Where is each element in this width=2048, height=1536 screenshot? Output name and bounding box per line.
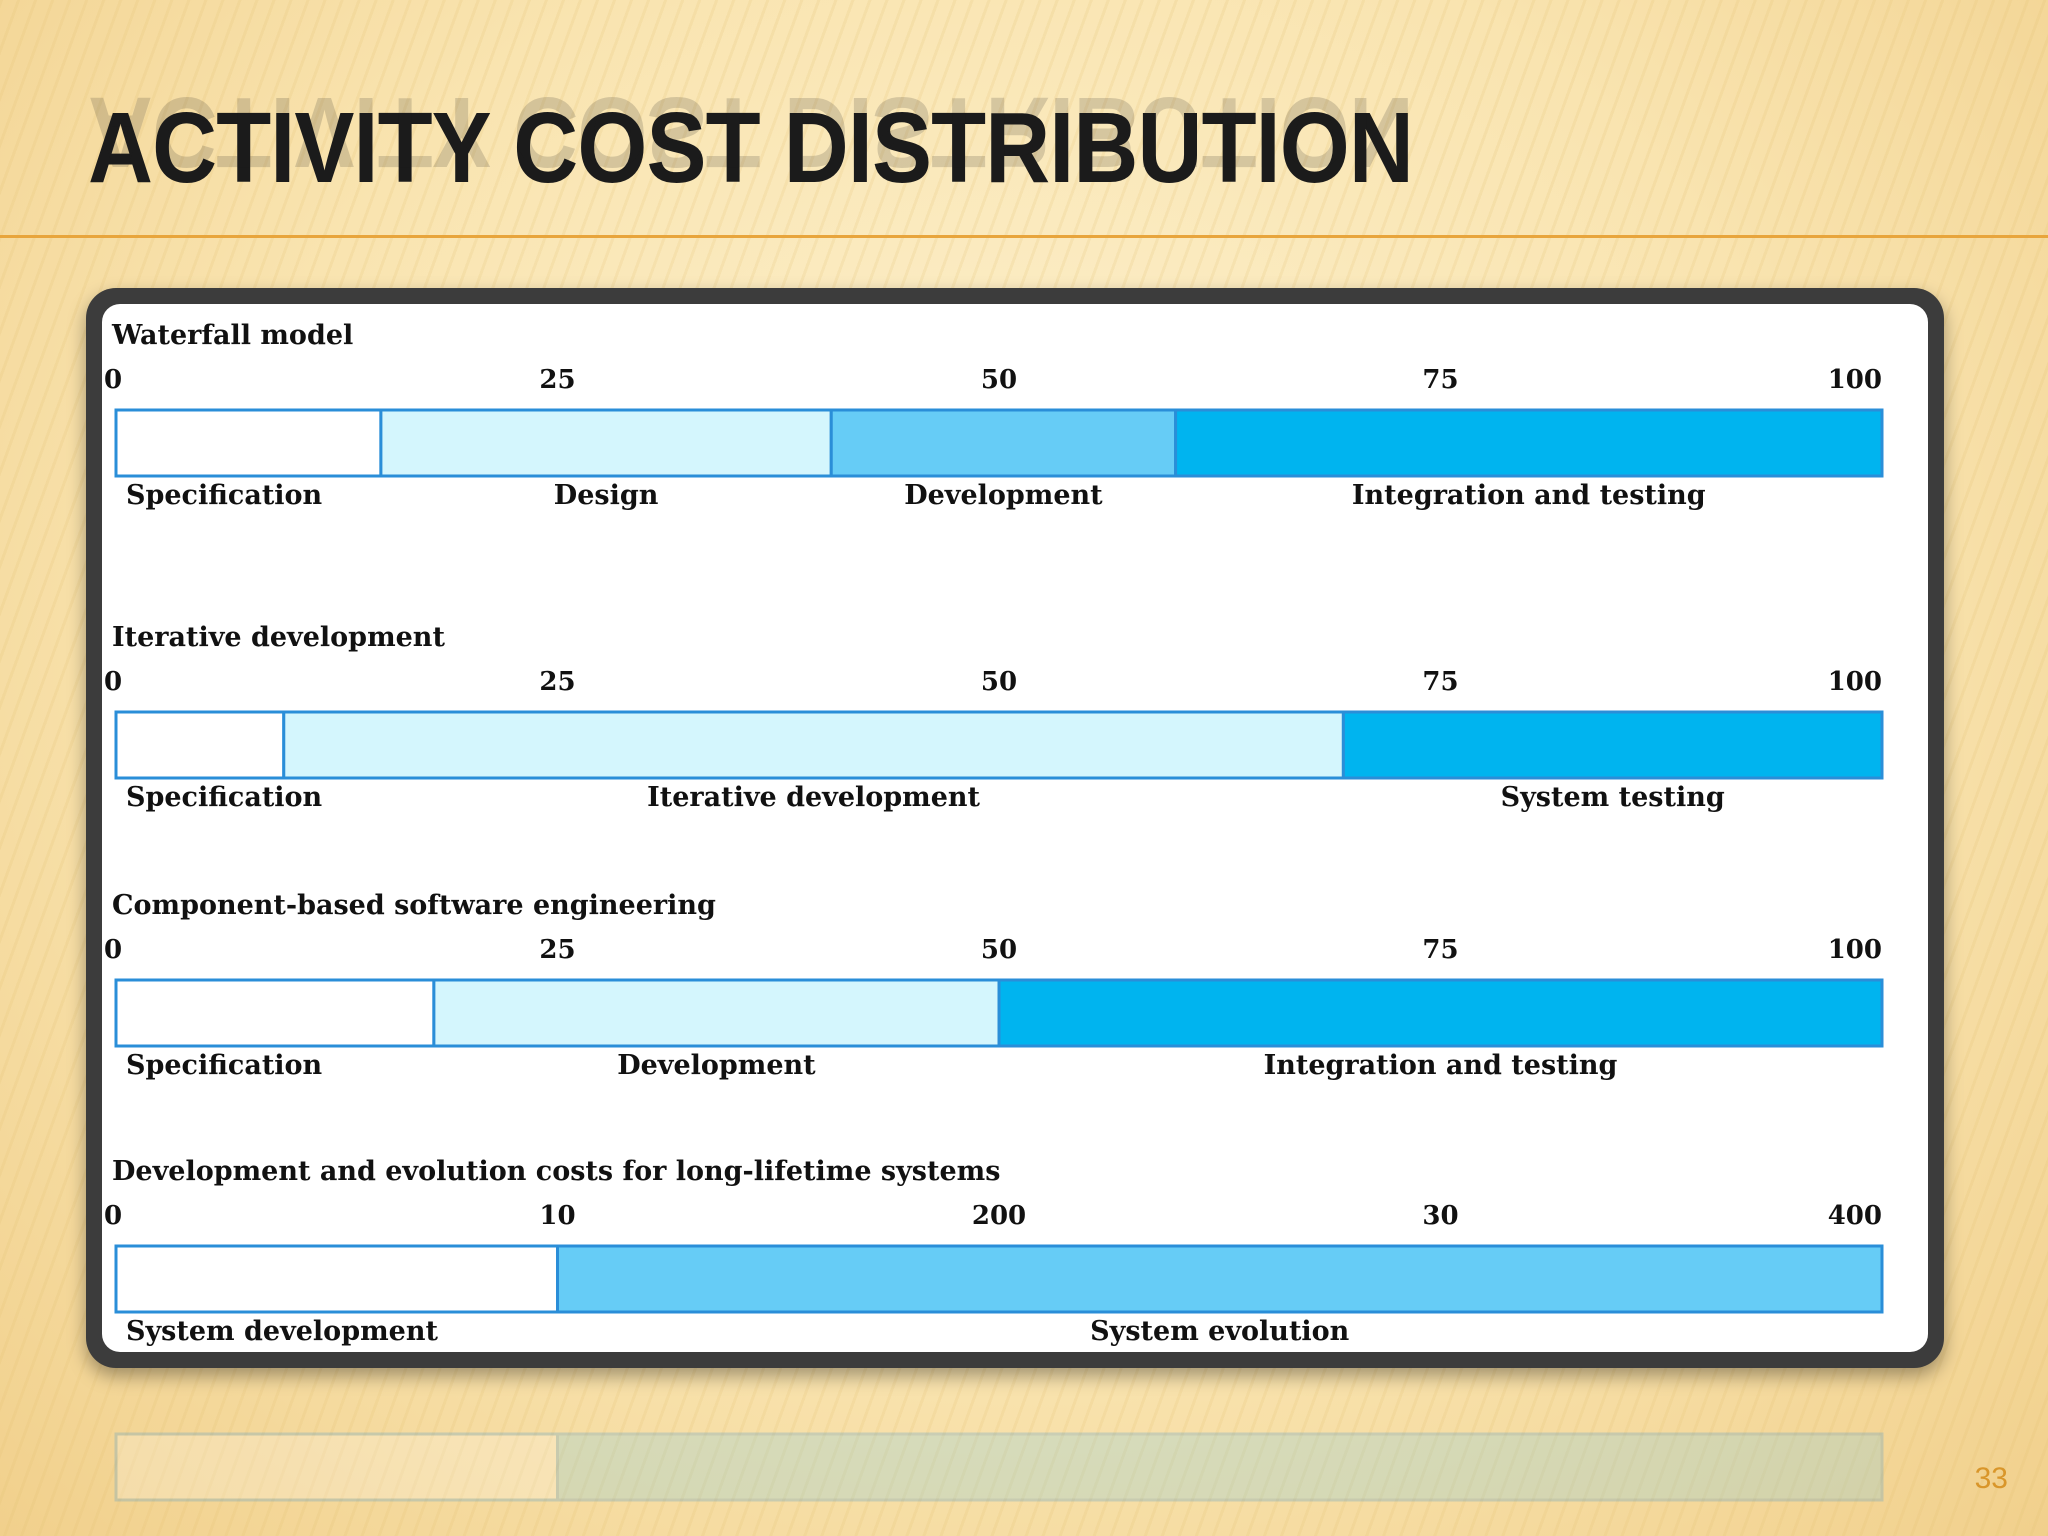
tick-label: 0 xyxy=(104,667,122,697)
reflection-bars xyxy=(114,1432,1884,1502)
tick-label: 0 xyxy=(104,1201,122,1231)
tick-label: 0 xyxy=(104,935,122,965)
chart-title: Component-based software engineering xyxy=(112,890,716,921)
chart-title: Waterfall model xyxy=(111,320,353,351)
reflection-bar-segment xyxy=(556,1432,1884,1502)
cost-chart-1: Waterfall model 0 25 50 75 100 Specification De… xyxy=(104,320,1884,511)
segment-label: Integration and testing xyxy=(1264,1050,1618,1081)
bar-segment xyxy=(282,710,1345,780)
cost-chart-2: Iterative development 0 25 50 75 100 Specifica… xyxy=(104,622,1884,813)
segment-label: System evolution xyxy=(1090,1316,1350,1347)
tick-label: 100 xyxy=(1828,935,1882,965)
tick-label: 30 xyxy=(1422,1201,1458,1231)
segment-label: System testing xyxy=(1501,782,1725,813)
tick-label: 25 xyxy=(539,667,575,697)
chart-title: Iterative development xyxy=(112,622,445,653)
tick-label: 400 xyxy=(1828,1201,1882,1231)
bar-segment xyxy=(829,408,1178,478)
slide-title: ACTIVITY COST DISTRIBUTION xyxy=(88,92,1414,204)
bar-segment xyxy=(114,978,436,1048)
cost-chart-3: Component-based software engineering 0 25 5… xyxy=(104,890,1884,1081)
segment-label: System development xyxy=(126,1316,438,1347)
title-underline xyxy=(0,235,2048,238)
tick-label: 50 xyxy=(981,365,1017,395)
bar-segment xyxy=(432,978,1001,1048)
tick-label: 0 xyxy=(104,365,122,395)
segment-label: Iterative development xyxy=(647,782,980,813)
bar-segment xyxy=(1341,710,1884,780)
tick-label: 75 xyxy=(1422,935,1458,965)
tick-label: 75 xyxy=(1422,365,1458,395)
bar-segment xyxy=(114,1244,559,1314)
segment-label: Development xyxy=(617,1050,816,1081)
tick-label: 75 xyxy=(1422,667,1458,697)
diagram-reflection xyxy=(86,1372,1944,1536)
tick-label: 50 xyxy=(981,667,1017,697)
tick-label: 25 xyxy=(539,935,575,965)
tick-label: 25 xyxy=(539,365,575,395)
diagram-panel: Waterfall model 0 25 50 75 100 Specification De… xyxy=(102,304,1928,1352)
segment-label: Development xyxy=(904,480,1103,511)
cost-chart-4: Development and evolution costs for long… xyxy=(104,1156,1884,1347)
segment-label: Specification xyxy=(126,782,323,813)
segment-label: Integration and testing xyxy=(1352,480,1706,511)
tick-label: 100 xyxy=(1828,667,1882,697)
diagram-frame: Waterfall model 0 25 50 75 100 Specification De… xyxy=(86,288,1944,1368)
segment-label: Specification xyxy=(126,1050,323,1081)
reflection-bar-segment xyxy=(114,1432,559,1502)
bar-segment xyxy=(114,710,286,780)
bar-segment xyxy=(1174,408,1884,478)
chart-title: Development and evolution costs for long… xyxy=(112,1156,1000,1187)
segment-label: Specification xyxy=(126,480,323,511)
page-number: 33 xyxy=(1974,1462,2008,1495)
tick-label: 200 xyxy=(972,1201,1026,1231)
bar-segment xyxy=(114,408,383,478)
tick-label: 100 xyxy=(1828,365,1882,395)
bar-segment xyxy=(556,1244,1884,1314)
segment-label: Design xyxy=(554,480,659,511)
tick-label: 50 xyxy=(981,935,1017,965)
bar-segment xyxy=(379,408,833,478)
bar-segment xyxy=(997,978,1884,1048)
tick-label: 10 xyxy=(539,1201,575,1231)
